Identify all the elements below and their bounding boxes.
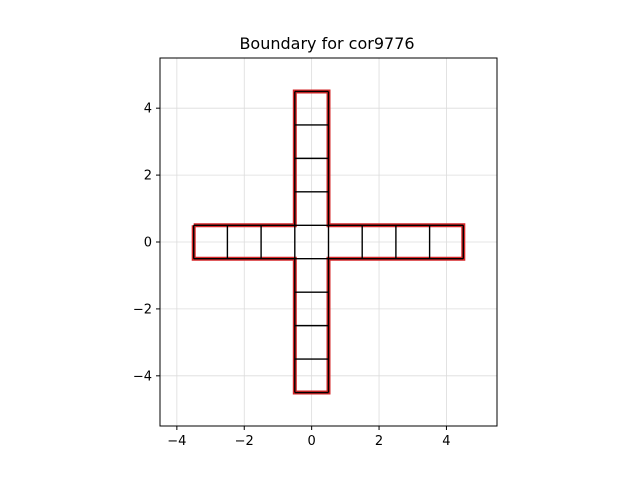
x-tick-label: 4	[442, 434, 450, 449]
x-tick-label: 0	[308, 434, 316, 449]
y-tick-label: −4	[133, 369, 152, 384]
y-tick-label: −2	[133, 302, 152, 317]
x-tick-label: −2	[235, 434, 254, 449]
x-tick-label: −4	[167, 434, 186, 449]
axis-ticks: −4 −2 0 2 4 −4 −2 0 2 4	[133, 102, 451, 449]
y-tick-label: 2	[144, 169, 152, 184]
chart-title: Boundary for cor9776	[239, 34, 414, 53]
plot-data	[191, 89, 466, 395]
y-tick-label: 4	[144, 102, 152, 117]
y-tick-label: 0	[144, 236, 152, 251]
x-tick-label: 2	[375, 434, 383, 449]
